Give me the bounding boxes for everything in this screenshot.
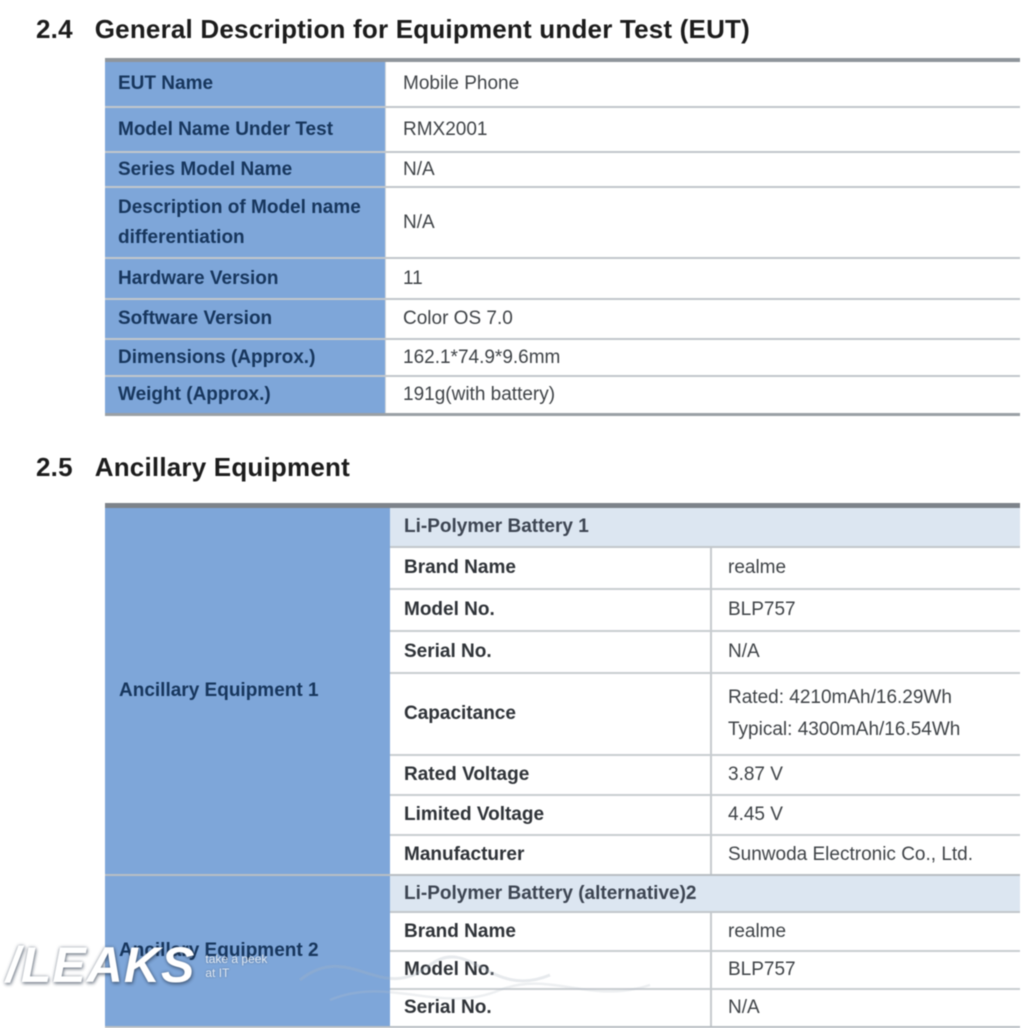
row-value: N/A xyxy=(385,153,1020,186)
row-label: Series Model Name xyxy=(105,153,385,186)
battery-subheader: Li-Polymer Battery 1 xyxy=(390,508,1020,548)
table-row: Manufacturer Sunwoda Electronic Co., Ltd… xyxy=(390,836,1020,874)
table-row: Limited Voltage 4.45 V xyxy=(390,796,1020,836)
table-row: Model No. BLP757 xyxy=(390,590,1020,632)
row-label: Limited Voltage xyxy=(404,804,545,825)
table-row: Rated Voltage 3.87 V xyxy=(390,756,1020,796)
row-value: N/A xyxy=(385,188,1020,257)
row-label: Model No. xyxy=(404,599,495,620)
row-value: BLP757 xyxy=(728,959,796,980)
row-label: Serial No. xyxy=(404,997,492,1018)
watermark-logo: /LEAKS xyxy=(6,937,196,993)
section-heading-24: 2.4 General Description for Equipment un… xyxy=(36,14,750,45)
section-title: Ancillary Equipment xyxy=(94,452,350,482)
watermark-scribble xyxy=(299,955,651,1002)
table-row: Description of Model name differentiatio… xyxy=(105,188,1020,259)
row-label: Weight (Approx.) xyxy=(105,377,385,413)
table-row: EUT Name Mobile Phone xyxy=(105,62,1020,108)
row-value: N/A xyxy=(728,641,760,662)
eut-table: EUT Name Mobile Phone Model Name Under T… xyxy=(105,58,1020,416)
row-value: N/A xyxy=(728,997,760,1018)
table-row: Series Model Name N/A xyxy=(105,153,1020,188)
table-row: Software Version Color OS 7.0 xyxy=(105,300,1020,340)
battery-subheader: Li-Polymer Battery (alternative)2 xyxy=(390,876,1020,913)
section-title: General Description for Equipment under … xyxy=(94,14,751,44)
table-row: Model No. BLP757 xyxy=(390,952,1020,990)
section-heading-25: 2.5 Ancillary Equipment xyxy=(36,452,350,483)
row-value: realme xyxy=(728,920,787,942)
row-value: Sunwoda Electronic Co., Ltd. xyxy=(728,844,974,865)
row-label: Rated Voltage xyxy=(404,764,530,785)
row-label: EUT Name xyxy=(105,62,385,106)
row-label: Software Version xyxy=(105,300,385,338)
row-value: 162.1*74.9*9.6mm xyxy=(385,340,1020,375)
row-label: Dimensions (Approx.) xyxy=(105,340,385,375)
row-label: Model Name Under Test xyxy=(105,108,385,151)
row-value: realme xyxy=(728,557,787,578)
table-row: Dimensions (Approx.) 162.1*74.9*9.6mm xyxy=(105,340,1020,377)
row-value: 4.45 V xyxy=(728,804,783,825)
row-value: 3.87 V xyxy=(728,764,783,785)
group-name-cell: Ancillary Equipment 1 xyxy=(105,508,390,874)
row-label: Capacitance xyxy=(404,703,516,724)
table-row: Brand Name realme xyxy=(390,548,1020,590)
row-value: Mobile Phone xyxy=(385,62,1020,106)
row-value: Color OS 7.0 xyxy=(385,300,1020,338)
row-label: Brand Name xyxy=(404,557,516,578)
table-row: Capacitance Rated: 4210mAh/16.29Wh Typic… xyxy=(390,674,1020,756)
ancillary-table: Ancillary Equipment 1 Li-Polymer Battery… xyxy=(105,503,1020,1028)
ancillary-group-2: Ancillary Equipment 2 Li-Polymer Battery… xyxy=(105,876,1020,1028)
row-label: Model No. xyxy=(404,959,495,980)
section-number: 2.4 xyxy=(36,14,73,44)
table-row: Model Name Under Test RMX2001 xyxy=(105,108,1020,153)
watermark-tagline: take a peek at IT xyxy=(205,952,268,980)
row-label: Brand Name xyxy=(404,920,516,942)
row-label: Description of Model name differentiatio… xyxy=(105,188,385,257)
row-label: Serial No. xyxy=(404,641,492,662)
row-label: Manufacturer xyxy=(404,844,525,865)
watermark: /LEAKS take a peek at IT xyxy=(6,936,267,994)
row-value: BLP757 xyxy=(728,599,796,620)
table-row: Brand Name realme xyxy=(390,913,1020,952)
ancillary-group-1: Ancillary Equipment 1 Li-Polymer Battery… xyxy=(105,508,1020,876)
row-value: 11 xyxy=(385,259,1020,298)
table-row: Serial No. N/A xyxy=(390,990,1020,1026)
table-row: Serial No. N/A xyxy=(390,632,1020,674)
table-row: Weight (Approx.) 191g(with battery) xyxy=(105,377,1020,413)
table-row: Hardware Version 11 xyxy=(105,259,1020,300)
section-number: 2.5 xyxy=(36,452,73,482)
row-value-line: Rated: 4210mAh/16.29Wh xyxy=(728,687,952,708)
row-value-line: Typical: 4300mAh/16.54Wh xyxy=(728,719,961,740)
row-value: 191g(with battery) xyxy=(385,377,1020,413)
group-name-cell: Ancillary Equipment 2 xyxy=(105,876,390,1026)
row-value: RMX2001 xyxy=(385,108,1020,151)
row-label: Hardware Version xyxy=(105,259,385,298)
